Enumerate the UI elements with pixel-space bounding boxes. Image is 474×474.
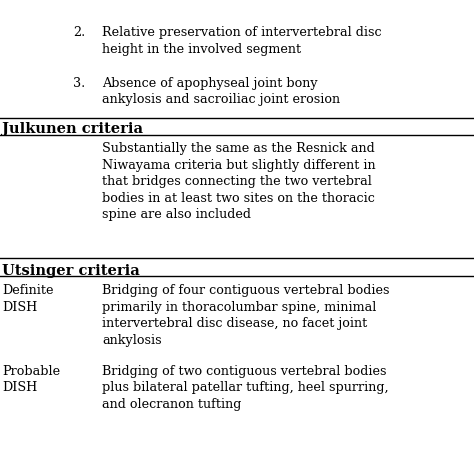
- Text: 3.: 3.: [73, 77, 86, 90]
- Text: Bridging of four contiguous vertebral bodies
primarily in thoracolumbar spine, m: Bridging of four contiguous vertebral bo…: [102, 284, 390, 347]
- Text: Bridging of two contiguous vertebral bodies
plus bilateral patellar tufting, hee: Bridging of two contiguous vertebral bod…: [102, 365, 389, 411]
- Text: Probable
DISH: Probable DISH: [2, 365, 61, 394]
- Text: Relative preservation of intervertebral disc
height in the involved segment: Relative preservation of intervertebral …: [102, 26, 382, 55]
- Text: Absence of apophyseal joint bony
ankylosis and sacroiliac joint erosion: Absence of apophyseal joint bony ankylos…: [102, 77, 340, 106]
- Text: Definite
DISH: Definite DISH: [2, 284, 54, 314]
- Text: Julkunen criteria: Julkunen criteria: [2, 122, 143, 137]
- Text: Utsinger criteria: Utsinger criteria: [2, 264, 140, 278]
- Text: 2.: 2.: [73, 26, 86, 39]
- Text: Substantially the same as the Resnick and
Niwayama criteria but slightly differe: Substantially the same as the Resnick an…: [102, 142, 375, 221]
